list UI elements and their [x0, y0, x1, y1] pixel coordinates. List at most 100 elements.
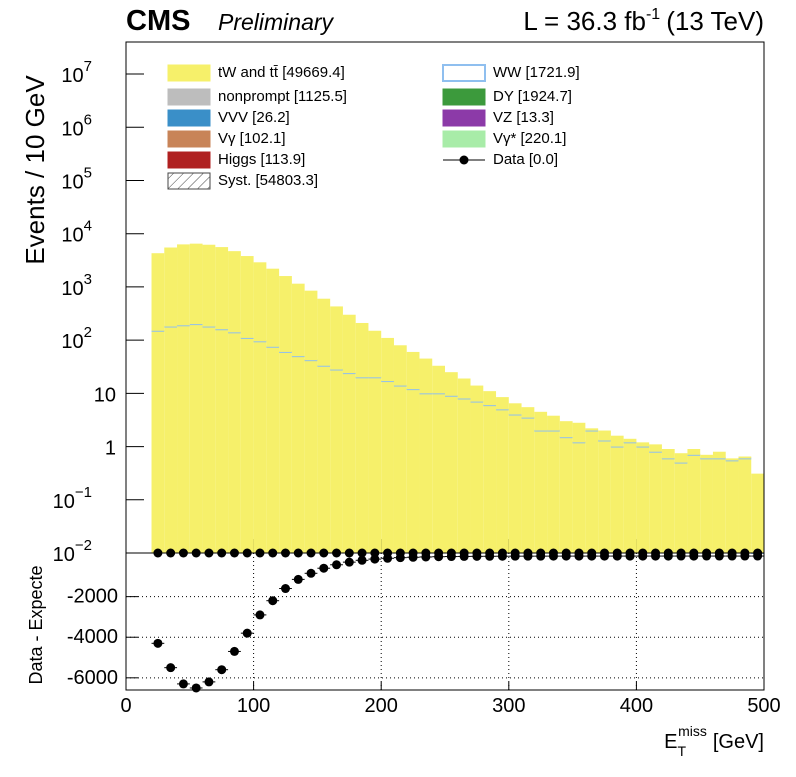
hist-bar [572, 422, 586, 443]
ratio-point [548, 551, 558, 561]
ratio-point [204, 677, 214, 687]
ratio-point [434, 552, 444, 562]
legend-label: Vγ [102.1] [218, 130, 286, 147]
hist-bar [661, 448, 675, 459]
hist-bar [202, 244, 216, 327]
hist-bar [342, 314, 356, 374]
lower-frame [125, 552, 765, 691]
legend-label: VZ [13.3] [493, 109, 554, 126]
y-tick-exp: −2 [75, 537, 92, 554]
hist-bar [253, 341, 267, 553]
y-tick-base: 10 [53, 544, 75, 566]
y-tick-base: 10 [61, 278, 83, 300]
ratio-point [612, 551, 622, 561]
y-tick-exp: 3 [84, 271, 92, 288]
hist-bar [432, 365, 445, 394]
hist-bar [368, 330, 382, 378]
legend-swatch [442, 64, 486, 82]
hist-bar [151, 330, 165, 553]
hist-bar [572, 442, 586, 553]
hist-bar [636, 442, 650, 447]
ratio-point [587, 551, 597, 561]
ratio-point [753, 551, 763, 561]
hist-bar [687, 454, 701, 553]
ratio-point [319, 563, 329, 573]
legend-label: tW and tt̄ [49669.4] [218, 64, 345, 81]
ratio-point [357, 555, 367, 565]
hist-bar [700, 458, 713, 553]
ratio-y-axis-label: Data - Expecte [26, 565, 46, 684]
legend-swatch [442, 109, 486, 127]
hist-bar [483, 391, 497, 406]
x-tick-label: 100 [237, 695, 270, 717]
legend-swatch [167, 130, 211, 148]
legend-swatch [442, 88, 486, 106]
hist-bar [164, 326, 178, 553]
legend-label: Data [0.0] [493, 151, 558, 168]
ratio-point [229, 646, 239, 656]
ratio-point [523, 551, 533, 561]
y-tick-label: 1 [105, 438, 116, 460]
hist-bar [508, 414, 522, 553]
hist-bar [406, 351, 420, 390]
hist-bar [215, 329, 229, 553]
hist-bar [368, 377, 382, 553]
y-tick-base: 10 [61, 331, 83, 353]
hist-bar [317, 365, 331, 553]
legend-label: VVV [26.2] [218, 109, 290, 126]
hist-bar [521, 407, 535, 418]
hist-bar [508, 403, 522, 415]
hist-bar [636, 446, 650, 553]
hist-bar [189, 324, 203, 553]
ratio-point [714, 551, 724, 561]
x-tick-label: 300 [492, 695, 525, 717]
y-axis-label: Events / 10 GeV [20, 75, 50, 265]
hist-bar [240, 337, 254, 553]
hist-bar [559, 437, 573, 553]
x-tick-label: 0 [120, 695, 131, 717]
ratio-point [459, 551, 469, 561]
ratio-point [395, 553, 405, 563]
ratio-point [255, 610, 265, 620]
hist-bar [355, 377, 369, 553]
hist-bar [687, 448, 701, 455]
ratio-point [497, 551, 507, 561]
hist-bar [445, 372, 458, 396]
legend-swatch [167, 64, 211, 82]
hist-bar [598, 440, 611, 553]
hist-bar [355, 322, 369, 378]
hist-bar [381, 381, 394, 553]
hist-bar [189, 243, 203, 325]
ratio-point [408, 552, 418, 562]
ratio-point [676, 551, 686, 561]
hist-bar [215, 247, 229, 330]
ratio-point [561, 551, 571, 561]
hist-bar [470, 385, 484, 402]
hist-bar [164, 247, 178, 327]
hist-bar [457, 398, 471, 553]
legend-label: Higgs [113.9] [218, 151, 305, 168]
ratio-point [191, 683, 201, 693]
ratio-point [293, 574, 303, 584]
ratio-y-tick-label: -4000 [67, 626, 118, 648]
ratio-point [306, 568, 316, 578]
legend-data-marker [459, 155, 469, 165]
lumi-tail: (13 TeV) [666, 6, 764, 36]
hist-bar [253, 262, 267, 342]
hist-bar [457, 378, 471, 399]
chart-title: CMS [126, 5, 190, 37]
y-tick-exp: 5 [84, 164, 92, 181]
y-tick-exp: 4 [84, 218, 92, 235]
ratio-point [625, 551, 635, 561]
lumi-text: L = 36.3 fb [523, 6, 646, 36]
ratio-point [421, 552, 431, 562]
y-tick-base: 10 [61, 65, 83, 87]
hist-bar [381, 337, 394, 382]
y-tick-label: 107 [61, 58, 92, 87]
ratio-point [472, 551, 482, 561]
legend-label: WW [1721.9] [493, 64, 580, 81]
hist-bar [674, 462, 688, 553]
lumi-sup: -1 [646, 6, 660, 23]
hist-bar [291, 283, 305, 357]
